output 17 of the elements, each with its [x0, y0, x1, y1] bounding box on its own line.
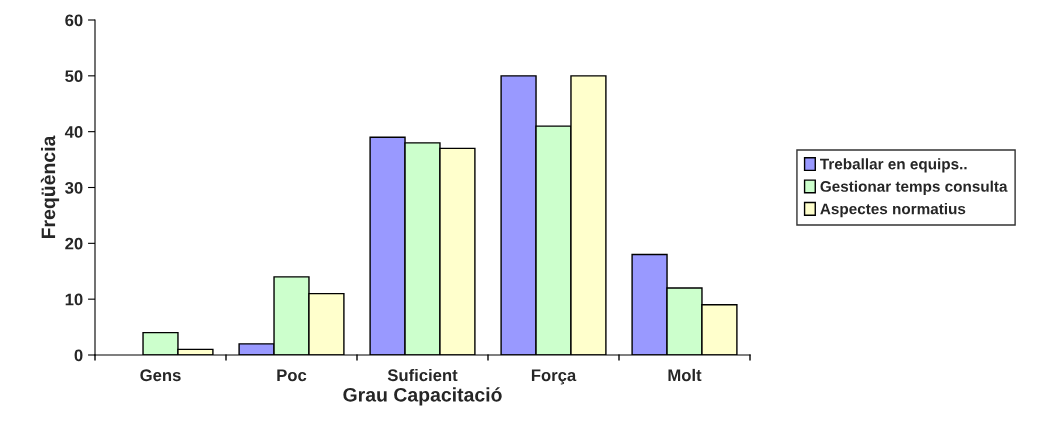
y-tick-label: 60 [65, 14, 83, 27]
y-axis-title: Freqüència [40, 135, 60, 239]
x-tick-label: Poc [277, 369, 307, 382]
y-tick-label: 30 [65, 181, 83, 194]
y-tick-label: 40 [64, 126, 83, 138]
y-tick-label: 20 [65, 237, 83, 250]
legend-label: Gestionar temps consulta [820, 180, 1008, 195]
legend-label: Treballar en equips.. [820, 158, 967, 173]
x-axis-title: Grau Capacitació [343, 387, 502, 406]
y-tick-label: 50 [65, 70, 83, 83]
x-tick-label: Gens [140, 369, 181, 382]
legend-label: Aspectes normatius [820, 203, 966, 218]
x-tick-label: Suficient [387, 368, 458, 382]
x-tick-label: Força [531, 369, 577, 385]
y-tick-label: 0 [74, 349, 83, 362]
y-tick-label: 10 [65, 293, 83, 306]
x-tick-label: Molt [668, 368, 702, 382]
